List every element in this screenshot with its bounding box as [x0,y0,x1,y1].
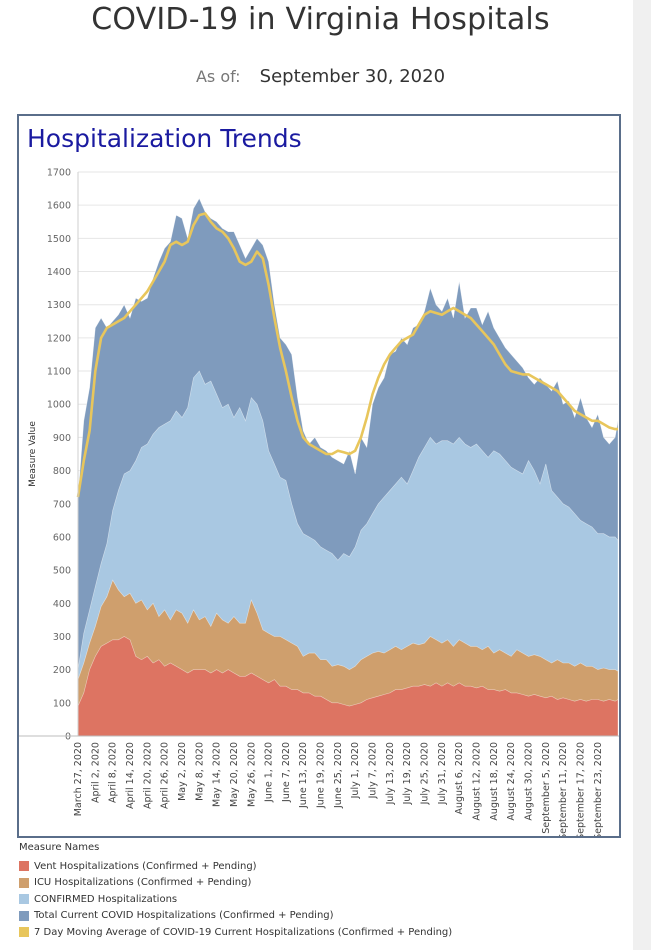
x-tick-label: July 1, 2020 [350,742,361,799]
x-tick-label: June 19, 2020 [316,742,327,809]
y-tick-label: 1500 [47,234,71,245]
legend-item[interactable]: Vent Hospitalizations (Confirmed + Pendi… [19,858,452,875]
x-tick-label: May 26, 2020 [246,742,257,807]
as-of-row: As of: September 30, 2020 [0,66,641,87]
area-series-vent-hospitalizations-confirmed-pending [77,636,619,737]
x-tick-label: August 6, 2020 [454,742,465,815]
y-tick-label: 1100 [47,367,71,378]
chart-title: Hospitalization Trends [27,124,302,153]
x-tick-label: August 24, 2020 [506,742,517,821]
legend-label: ICU Hospitalizations (Confirmed + Pendin… [34,877,252,889]
legend-title: Measure Names [19,842,100,853]
x-tick-label: June 13, 2020 [298,742,309,809]
x-tick-label: July 25, 2020 [420,742,431,805]
x-tick-label: April 8, 2020 [108,742,119,803]
y-tick-label: 900 [53,433,71,444]
y-tick-label: 1400 [47,267,71,278]
y-tick-label: 0 [65,732,71,743]
y-tick-label: 800 [53,466,71,477]
y-tick-label: 400 [53,599,71,610]
y-tick-label: 1300 [47,300,71,311]
x-tick-label: May 14, 2020 [212,742,223,807]
page-title: COVID-19 in Virginia Hospitals [91,2,550,37]
legend: Measure Names Vent Hospitalizations (Con… [19,842,452,941]
chart-container[interactable]: Measure Value 0 100 200 300 400 500 600 700 800 90… [17,114,621,838]
x-tick-label: April 14, 2020 [125,742,136,809]
legend-swatch [19,910,29,921]
as-of-label: As of: [195,67,241,86]
x-tick-label: July 7, 2020 [368,742,379,799]
legend-label: 7 Day Moving Average of COVID-19 Current… [34,926,453,938]
y-tick-label: 1700 [47,168,71,179]
y-tick-label: 1000 [47,400,71,411]
x-tick-label: April 26, 2020 [160,742,171,809]
x-tick-label: June 25, 2020 [333,742,344,809]
legend-items: Vent Hospitalizations (Confirmed + Pendi… [19,858,452,941]
legend-label: CONFIRMED Hospitalizations [34,893,178,905]
legend-swatch [19,894,29,905]
x-tick-label: September 11, 2020 [558,742,569,836]
legend-item[interactable]: CONFIRMED Hospitalizations [19,891,452,908]
y-tick-label: 200 [53,665,71,676]
x-tick-label: September 17, 2020 [575,742,586,836]
y-axis-title: Measure Value [28,421,38,487]
dashboard-panel: COVID-19 in Virginia Hospitals As of: Se… [0,0,633,950]
y-tick-label: 100 [53,698,71,709]
x-tick-label: September 23, 2020 [593,742,604,836]
x-tick-label: August 18, 2020 [489,742,500,821]
legend-swatch [19,927,29,938]
legend-label: Total Current COVID Hospitalizations (Co… [34,910,334,922]
x-tick-label: June 1, 2020 [264,742,275,803]
x-tick-label: July 31, 2020 [437,742,448,805]
x-tick-label: April 20, 2020 [142,742,153,809]
y-tick-label: 600 [53,532,71,543]
x-tick-label: July 13, 2020 [385,742,396,805]
legend-label: Vent Hospitalizations (Confirmed + Pendi… [34,860,257,872]
y-tick-label: 300 [53,632,71,643]
x-tick-label: May 2, 2020 [177,742,188,801]
x-tick-label: August 12, 2020 [472,742,483,821]
line-series-moving-average [76,212,618,498]
x-tick-label: June 7, 2020 [281,742,292,803]
x-tick-label: April 2, 2020 [90,742,101,803]
legend-item[interactable]: Total Current COVID Hospitalizations (Co… [19,908,452,925]
y-tick-label: 1200 [47,333,71,344]
x-tick-label: May 8, 2020 [194,742,205,801]
x-tick-label: August 30, 2020 [523,742,534,821]
x-tick-label: September 5, 2020 [541,742,552,834]
legend-swatch [19,861,29,872]
y-tick-label: 500 [53,566,71,577]
legend-item[interactable]: 7 Day Moving Average of COVID-19 Current… [19,924,452,941]
x-tick-label: March 27, 2020 [73,742,84,816]
legend-swatch [19,877,29,888]
hospitalization-chart[interactable]: Measure Value 0 100 200 300 400 500 600 700 800 90… [19,116,619,836]
x-tick-label: July 19, 2020 [402,742,413,805]
legend-item[interactable]: ICU Hospitalizations (Confirmed + Pendin… [19,875,452,892]
as-of-date: September 30, 2020 [259,66,446,87]
y-tick-label: 700 [53,499,71,510]
y-tick-label: 1600 [47,201,71,212]
x-tick-label: May 20, 2020 [229,742,240,807]
